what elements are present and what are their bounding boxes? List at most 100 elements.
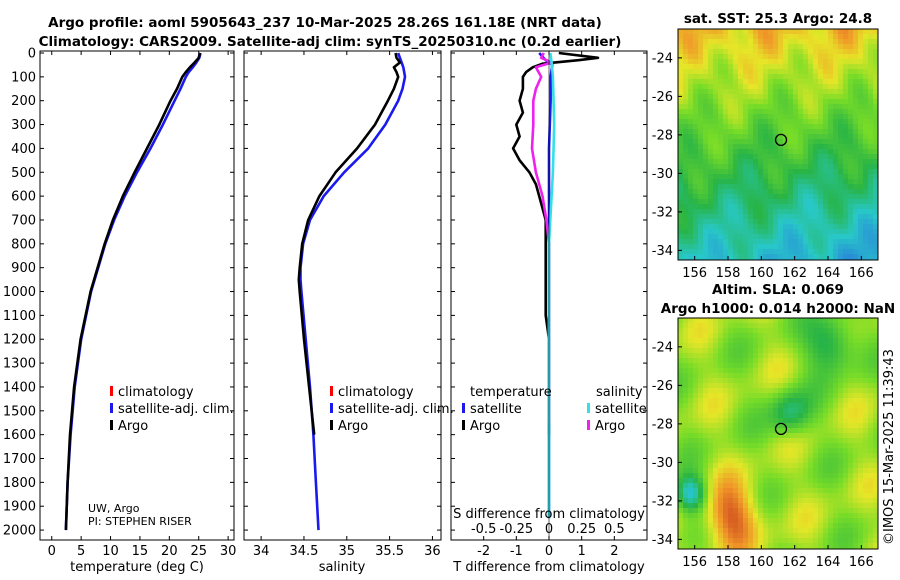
map-cell: [838, 498, 844, 504]
map-cell: [808, 448, 814, 454]
map-cell: [753, 448, 759, 454]
map-cell: [683, 224, 689, 230]
depth-tick-label: 1900: [3, 500, 36, 515]
map-cell: [783, 473, 789, 479]
map-cell: [693, 403, 699, 409]
map-cell: [783, 528, 789, 534]
map-cell: [688, 229, 694, 235]
map-cell: [748, 378, 754, 384]
map-cell: [823, 438, 829, 444]
map-cell: [823, 518, 829, 524]
map-cell: [863, 513, 869, 519]
map-cell: [788, 538, 794, 544]
map-cell: [698, 79, 704, 85]
map-cell: [828, 488, 834, 494]
map-cell: [843, 244, 849, 250]
map-cell: [818, 413, 824, 419]
map-cell: [803, 79, 809, 85]
map-cell: [703, 134, 709, 140]
map-cell: [703, 508, 709, 514]
map-cell: [873, 84, 878, 90]
map-cell: [828, 538, 834, 544]
map-cell: [808, 39, 814, 45]
map-cell: [848, 209, 854, 215]
map-cell: [683, 199, 689, 205]
map-cell: [818, 194, 824, 200]
map-cell: [698, 508, 704, 514]
map-cell: [683, 169, 689, 175]
map-cell: [753, 64, 759, 70]
map-cell: [778, 214, 784, 220]
map-cell: [813, 54, 819, 60]
x-tick-label: 34.5: [289, 544, 318, 559]
map-cell: [838, 408, 844, 414]
map-cell: [748, 34, 754, 40]
map-cell: [798, 94, 804, 100]
map-cell: [828, 533, 834, 539]
map-cell: [728, 209, 734, 215]
map-cell: [783, 333, 789, 339]
map-cell: [688, 214, 694, 220]
map-cell: [833, 54, 839, 60]
map-cell: [868, 468, 874, 474]
map-cell: [728, 144, 734, 150]
map-cell: [818, 493, 824, 499]
map-cell: [813, 483, 819, 489]
map-cell: [778, 503, 784, 509]
map-cell: [713, 119, 719, 125]
map-cell: [873, 134, 878, 140]
map-cell: [853, 398, 859, 404]
map-cell: [753, 144, 759, 150]
map-cell: [698, 503, 704, 509]
map-cell: [843, 538, 849, 544]
map-cell: [818, 39, 824, 45]
map-cell: [853, 338, 859, 344]
map-cell: [708, 39, 714, 45]
map-cell: [818, 159, 824, 165]
map-cell: [803, 244, 809, 250]
map-cell: [823, 358, 829, 364]
map-cell: [703, 179, 709, 185]
map-cell: [863, 533, 869, 539]
map-cell: [678, 74, 684, 80]
map-cell: [793, 443, 799, 449]
map-cell: [723, 393, 729, 399]
map-cell: [843, 443, 849, 449]
map-cell: [858, 164, 864, 170]
map-cell: [863, 104, 869, 110]
map-cell: [713, 74, 719, 80]
map-cell: [758, 149, 764, 155]
map-cell: [853, 54, 859, 60]
map-cell: [703, 59, 709, 65]
map-cell: [803, 149, 809, 155]
map-cell: [863, 378, 869, 384]
map-cell: [688, 154, 694, 160]
map-cell: [838, 383, 844, 389]
map-cell: [718, 463, 724, 469]
map-cell: [818, 418, 824, 424]
map-cell: [843, 204, 849, 210]
map-cell: [773, 124, 779, 130]
map-cell: [843, 408, 849, 414]
map-cell: [798, 468, 804, 474]
map-cell: [703, 458, 709, 464]
map-cell: [713, 543, 719, 549]
map-cell: [708, 453, 714, 459]
map-cell: [803, 204, 809, 210]
legend-label-sat-adj: satellite-adj. clim.: [338, 402, 454, 417]
map-cell: [768, 214, 774, 220]
map-cell: [863, 488, 869, 494]
map-cell: [693, 154, 699, 160]
map-cell: [803, 134, 809, 140]
map-cell: [728, 154, 734, 160]
map-cell: [713, 503, 719, 509]
map-cell: [693, 129, 699, 135]
map-cell: [873, 89, 878, 95]
series-argo: [297, 52, 402, 435]
legend-swatch-t-argo: [462, 420, 465, 430]
map-cell: [863, 508, 869, 514]
map-cell: [838, 508, 844, 514]
map-cell: [688, 54, 694, 60]
map-cell: [763, 94, 769, 100]
map-cell: [823, 169, 829, 175]
